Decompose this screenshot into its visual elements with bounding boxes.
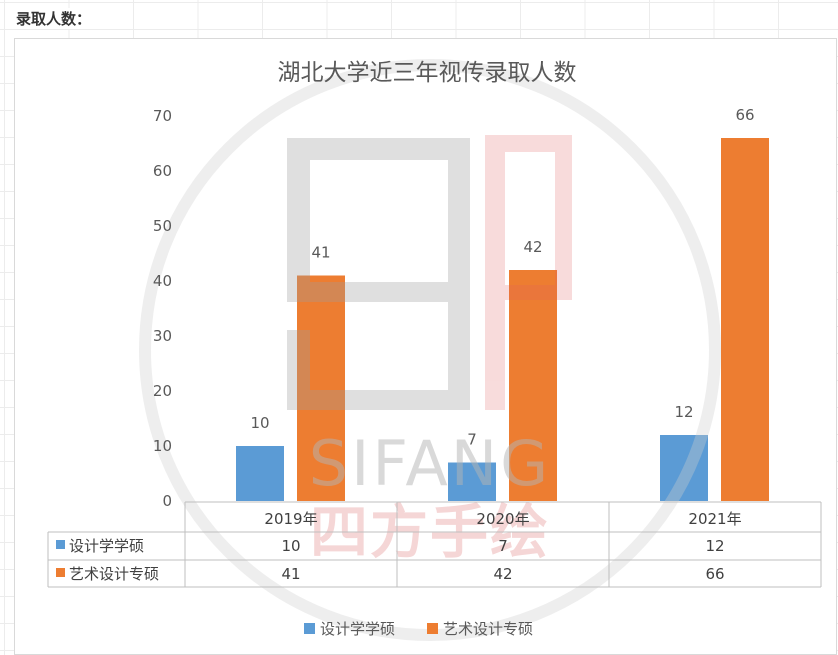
y-tick-label: 70 [153,107,172,125]
x-category-label: 2021年 [688,510,741,528]
y-tick-label: 0 [162,492,172,510]
data-label: 66 [735,106,754,124]
table-cell: 41 [281,565,300,583]
y-tick-label: 40 [153,272,172,290]
table-row-label: 设计学学硕 [69,537,144,555]
section-heading: 录取人数： [14,8,94,29]
bar-blue [660,435,708,501]
table-cell: 7 [498,537,508,555]
y-tick-label: 30 [153,327,172,345]
table-cell: 12 [705,537,724,555]
legend-swatch [304,623,315,634]
data-label: 12 [674,403,693,421]
bar-orange [509,270,557,501]
y-tick-label: 50 [153,217,172,235]
data-label: 7 [467,431,477,449]
table-legend-key [56,540,65,549]
labels-layer: 湖北大学近三年视传录取人数 0 10 20 30 40 50 60 70 10 7 12 41 42 66 2… [47,60,822,638]
chart-title: 湖北大学近三年视传录取人数 [278,60,577,86]
y-tick-label: 20 [153,382,172,400]
chart-background [14,38,837,655]
bar-blue [448,462,496,501]
legend-label: 设计学学硕 [320,620,395,638]
x-category-label: 2020年 [476,510,529,528]
legend-label: 艺术设计专硕 [443,620,533,638]
data-label: 42 [523,238,542,256]
data-label: 41 [311,244,330,262]
table-row-label: 艺术设计专硕 [69,565,159,583]
y-tick-label: 60 [153,162,172,180]
bar-orange [297,275,345,501]
bar-blue [236,446,284,501]
table-cell: 10 [281,537,300,555]
table-legend-key [56,568,65,577]
table-cell: 42 [493,565,512,583]
legend-swatch [427,623,438,634]
data-label: 10 [250,414,269,432]
bar-orange [721,138,769,501]
y-tick-label: 10 [153,437,172,455]
x-category-label: 2019年 [264,510,317,528]
chart-frame [14,38,837,655]
bars-layer [236,138,769,501]
table-cell: 66 [705,565,724,583]
